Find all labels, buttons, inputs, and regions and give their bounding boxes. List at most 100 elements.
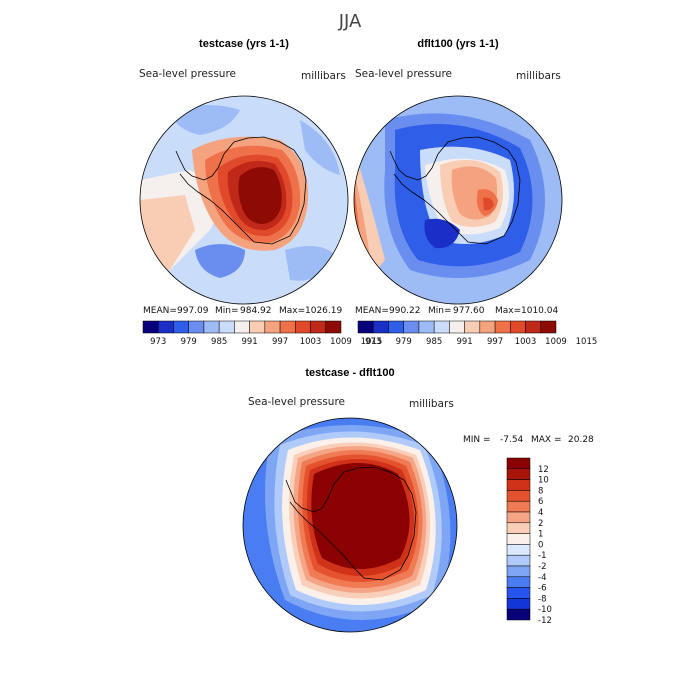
panel-3-colorbar-swatch [506,533,531,545]
panel-3-field-core [311,463,410,569]
panel-2-colorbar-tick: 1015 [576,337,598,347]
panel-1-mean: 997.09 [177,306,209,316]
panel-2-colorbar-swatch [510,320,526,334]
panel-3-colorbar-tick: 8 [538,486,543,496]
panel-1-field-low-se [285,246,335,281]
panel-2-colorbar-tick: 1009 [545,337,567,347]
panel-1-colorbar-swatch [203,320,220,334]
panel-1-colorbar-swatch [188,320,205,334]
panel-1-colorbar-swatch [173,320,189,334]
panel-2-colorbar-swatch [418,320,435,334]
panel-1-map [139,95,349,305]
panel-1-colorbar-swatch [264,320,281,334]
panel-1-colorbar-tick: 1009 [330,337,352,347]
panel-2-mean-label: MEAN= [355,306,389,316]
panel-2-colorbar: 973 979 985 991 997 1003 1009 1015 [357,320,598,347]
panel-1-title: testcase (yrs 1-1) [199,38,289,50]
panel-3-min: -7.54 [500,435,524,445]
panel-3-colorbar-swatch [506,522,531,534]
panel-1-min-label: Min= [215,306,239,316]
panel-2-mean: 990.22 [389,306,421,316]
panel-1-colorbar-tick: 991 [241,337,257,347]
panel-1-colorbar-swatch [325,320,342,334]
panel-3-max: 20.28 [568,435,594,445]
panel-3-colorbar-swatch [506,608,531,621]
panel-1-min: 984.92 [240,306,272,316]
panel-2-colorbar-swatch [525,320,542,334]
panel-3-colorbar-swatch [506,468,531,480]
panel-3-colorbar-swatch [506,576,531,588]
panel-1-colorbar: 973 979 985 991 997 1003 1009 1015 [142,320,383,347]
panel-3-coastline [285,466,417,581]
panel-3-colorbar-swatch [506,565,531,578]
panel-2-colorbar-swatch [388,320,404,334]
panel-3-colorbar-tick: -1 [538,551,546,561]
season-title: JJA [338,11,362,32]
panel-3-colorbar-tick: 4 [538,508,543,518]
panel-3-colorbar-tick: 2 [538,519,543,529]
panel-3-colorbar-swatch [506,500,531,513]
panel-3-colorbar-tick: -10 [538,605,552,615]
panel-1-max: 1026.19 [305,306,342,316]
panel-3-colorbar-tick: -2 [538,562,546,572]
panel-2-colorbar-tick: 973 [365,337,381,347]
panel-3-colorbar-swatch [506,554,531,567]
panel-2-colorbar-tick: 985 [426,337,442,347]
panel-2-colorbar-swatch [433,320,450,334]
panel-1-colorbar-swatch [279,320,296,334]
panel-3-colorbar-swatch [506,490,531,502]
panel-2-field-high-4 [483,197,494,211]
panel-1-colorbar-tick: 1003 [300,337,322,347]
panel-2-colorbar-tick: 991 [456,337,472,347]
panel-1-boundary [139,95,349,305]
panel-2-field-low-core [424,218,460,249]
panel-1-colorbar-swatch [234,320,250,334]
panel-3-colorbar-tick: 10 [538,476,549,486]
panel-1-coastline [175,136,307,245]
panel-2-min-label: Min= [428,306,452,316]
panel-1-colorbar-swatch [142,320,159,334]
panel-3-colorbar-swatch [506,511,531,524]
panel-3-colorbar-swatch [506,479,531,491]
panel-3-boundary [242,417,458,633]
panel-1-colorbar-tick: 1015 [361,337,383,347]
panel-2-colorbar-swatch [449,320,465,334]
panel-2-colorbar-swatch [403,320,420,334]
panel-2-colorbar-swatch [494,320,511,334]
panel-1-colorbar-swatch [249,320,266,334]
panel-3-colorbar-swatch [506,544,531,556]
panel-2-units: millibars [516,70,561,82]
panel-3-colorbar-tick: 0 [538,540,543,550]
panel-2-max: 1010.04 [521,306,558,316]
panel-2-colorbar-swatch [479,320,496,334]
panel-2-max-label: Max= [495,306,521,316]
panel-3-map [242,417,458,633]
panel-2-colorbar-tick: 1003 [515,337,537,347]
panel-2-colorbar-tick: 997 [487,337,503,347]
panel-3-colorbar-tick: -8 [538,594,546,604]
panel-2-coastline [389,136,521,245]
panel-1-colorbar-swatch [295,320,311,334]
panel-3-colorbar-tick: 12 [538,465,549,475]
panel-3-variable: Sea-level pressure [248,396,345,408]
panel-3-colorbar-swatch [506,457,531,470]
panel-3-colorbar-tick: 6 [538,497,543,507]
panel-3-colorbar-tick: -12 [538,616,552,626]
panel-1-colorbar-swatch [157,320,174,334]
panel-1-field-low-s [195,244,245,278]
panel-2-title: dflt100 (yrs 1-1) [417,38,499,50]
panel-1-max-label: Max= [279,306,305,316]
panel-3-colorbar-tick: -4 [538,573,546,583]
panel-1-colorbar-swatch [218,320,235,334]
panel-2-colorbar-swatch [464,320,481,334]
panel-3-colorbar-tick: -6 [538,584,546,594]
panel-3-colorbar-swatch [506,598,531,610]
panel-3-units: millibars [409,398,454,410]
panel-3-min-label: MIN = [463,435,491,445]
panel-1-colorbar-tick: 997 [272,337,288,347]
panel-1-colorbar-tick: 979 [181,337,197,347]
panel-2-boundary [353,95,563,305]
panel-1-mean-label: MEAN= [143,306,177,316]
